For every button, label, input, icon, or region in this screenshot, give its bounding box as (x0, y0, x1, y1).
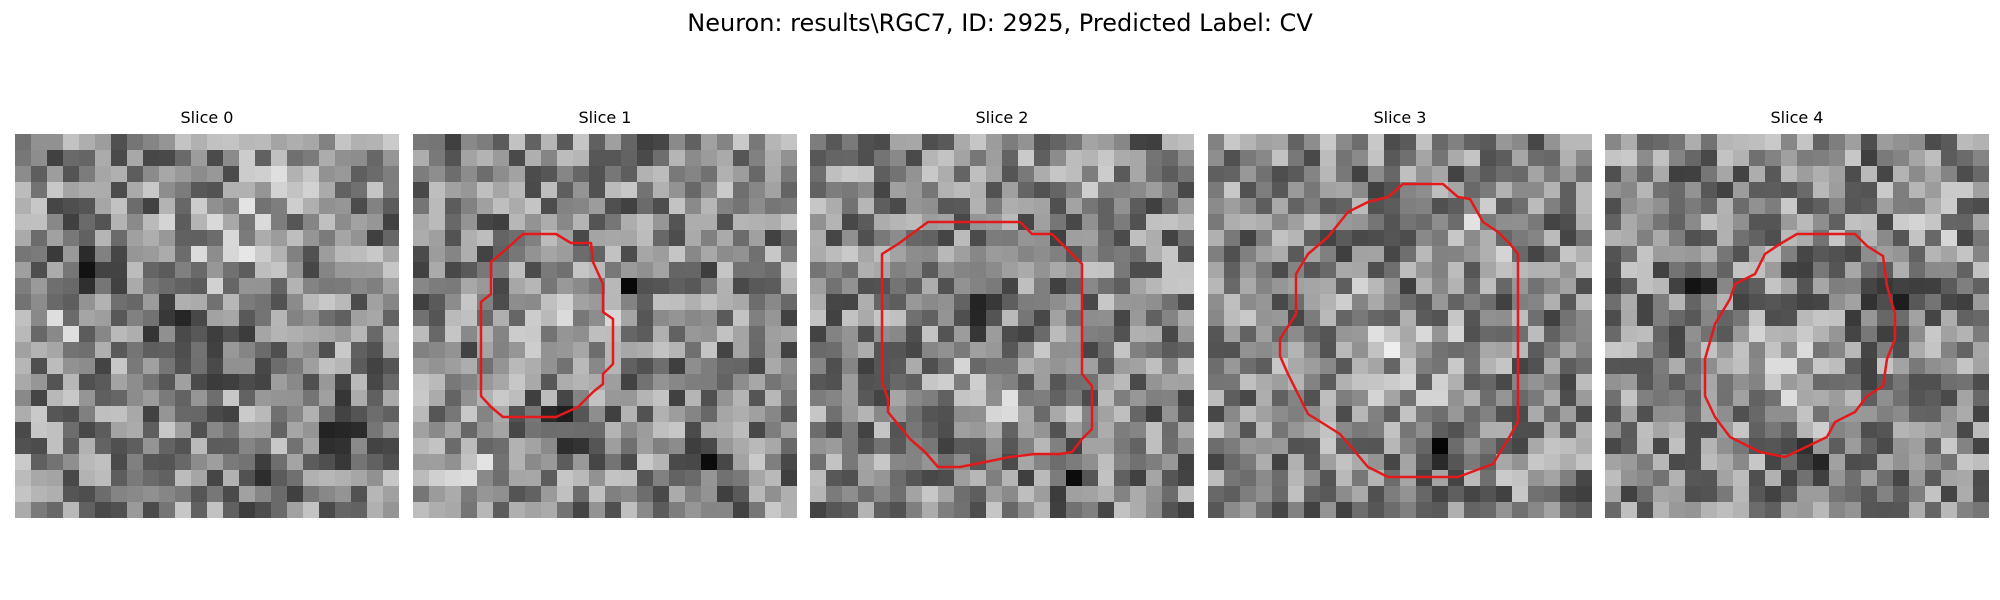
slice-image-4 (1605, 134, 1989, 518)
slice-image-1 (413, 134, 797, 518)
roi-contour-1 (479, 232, 615, 419)
slice-image-0 (15, 134, 399, 518)
slice-image-3 (1208, 134, 1592, 518)
roi-contour-4 (1703, 232, 1897, 459)
slice-title-1: Slice 1 (578, 108, 632, 127)
slice-title-0: Slice 0 (180, 108, 234, 127)
slice-image-2 (810, 134, 1194, 518)
roi-contour-2 (880, 220, 1094, 469)
slice-title-4: Slice 4 (1770, 108, 1824, 127)
figure-title: Neuron: results\RGC7, ID: 2925, Predicte… (687, 9, 1313, 37)
roi-contour-3 (1278, 182, 1520, 479)
slice-title-3: Slice 3 (1373, 108, 1427, 127)
slice-title-2: Slice 2 (975, 108, 1029, 127)
